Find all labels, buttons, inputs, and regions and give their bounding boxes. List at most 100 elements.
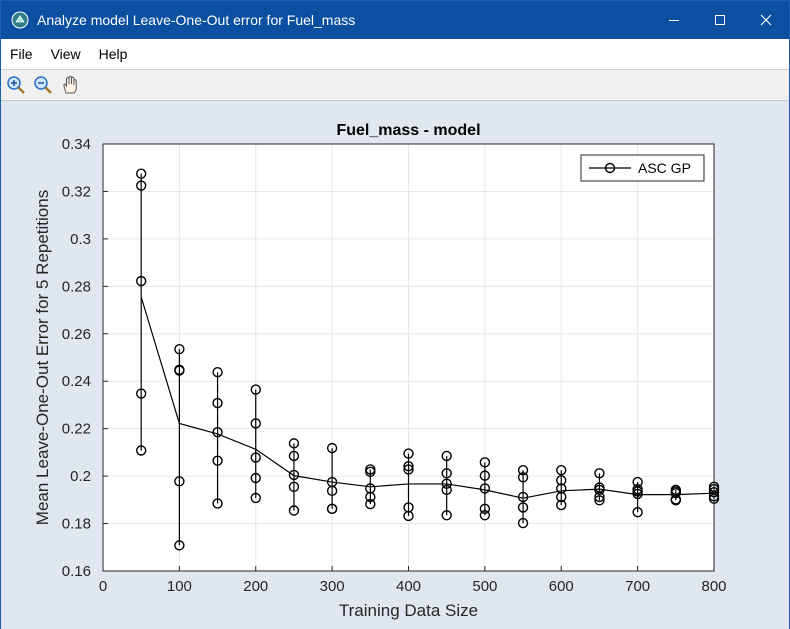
close-icon	[760, 14, 772, 26]
data-point-marker	[556, 464, 567, 476]
data-point-marker	[556, 499, 567, 511]
menu-view[interactable]: View	[50, 46, 81, 62]
x-tick-label: 100	[167, 578, 192, 595]
y-tick-label: 0.18	[62, 516, 91, 533]
data-point-marker	[441, 468, 452, 479]
data-point-marker	[135, 388, 147, 399]
data-point-marker	[135, 180, 147, 191]
data-point-marker	[288, 469, 300, 481]
x-tick-label: 500	[472, 578, 497, 595]
data-point-marker	[250, 384, 261, 395]
data-point-marker	[632, 506, 643, 518]
pan-button[interactable]	[58, 73, 82, 97]
zoom-in-icon	[7, 76, 25, 94]
data-point-marker	[365, 466, 376, 478]
y-tick-label: 0.34	[62, 136, 91, 153]
title-bar[interactable]: Analyze model Leave-One-Out error for Fu…	[1, 1, 789, 39]
y-tick-label: 0.2	[70, 468, 91, 485]
y-tick-label: 0.16	[62, 563, 91, 580]
data-point-marker	[517, 472, 529, 483]
data-point-marker	[403, 464, 414, 475]
data-point-marker	[556, 475, 567, 486]
zoom-in-button[interactable]	[4, 73, 28, 97]
data-point-marker	[403, 510, 414, 522]
y-tick-label: 0.28	[62, 278, 91, 295]
legend-entry-asc-gp: ASC GP	[638, 160, 691, 176]
x-tick-label: 0	[99, 578, 107, 595]
data-point-marker	[403, 460, 414, 472]
data-point-marker	[479, 503, 491, 515]
data-point-marker	[479, 457, 491, 468]
data-point-marker	[288, 505, 300, 516]
legend[interactable]: ASC GP	[580, 154, 705, 182]
data-point-marker	[135, 168, 147, 179]
data-point-marker	[441, 510, 452, 521]
data-point-marker	[556, 491, 567, 503]
menu-help[interactable]: Help	[98, 46, 128, 62]
y-tick-label: 0.32	[62, 183, 91, 200]
data-point-marker	[250, 472, 261, 484]
pan-hand-icon	[63, 75, 77, 94]
minimize-icon	[669, 20, 679, 21]
x-tick-label: 300	[320, 578, 345, 595]
data-point-marker	[212, 397, 223, 409]
zoom-out-button[interactable]	[31, 73, 55, 97]
data-point-marker	[135, 445, 147, 456]
data-point-marker	[288, 481, 300, 492]
data-point-marker	[250, 452, 261, 463]
data-point-marker	[212, 367, 223, 378]
data-point-marker	[441, 478, 452, 489]
menu-bar: File View Help	[1, 39, 789, 70]
data-point-marker	[594, 491, 605, 503]
data-point-marker	[326, 503, 338, 515]
data-point-marker	[212, 498, 223, 509]
data-point-marker	[365, 491, 376, 503]
data-point-marker	[670, 487, 682, 499]
minimize-button[interactable]	[651, 1, 697, 39]
data-point-marker	[174, 476, 185, 487]
data-point-marker	[174, 540, 185, 551]
window-title: Analyze model Leave-One-Out error for Fu…	[37, 12, 356, 28]
data-point-marker	[135, 275, 147, 287]
data-point-marker	[479, 470, 491, 481]
x-tick-label: 700	[625, 578, 650, 595]
loo-error-chart: 0 100 200 300 400 500 600 700 800 0.16 0.18 0.2 0.22…	[33, 122, 727, 620]
y-axis-label: Mean Leave-One-Out Error for 5 Repetitio…	[33, 190, 52, 525]
data-point-marker	[326, 485, 338, 497]
data-point-marker	[479, 483, 491, 494]
data-point-marker	[594, 484, 605, 496]
data-point-marker	[365, 498, 376, 510]
x-axis-label: Training Data Size	[339, 601, 478, 620]
data-point-marker	[479, 510, 491, 521]
data-point-marker	[517, 464, 529, 476]
data-point-marker	[594, 468, 605, 479]
data-point-marker	[326, 442, 338, 454]
data-point-marker	[250, 492, 261, 504]
zoom-out-icon	[34, 76, 52, 94]
y-tick-label: 0.24	[62, 373, 91, 390]
data-point-marker	[441, 450, 452, 462]
data-point-marker	[517, 517, 529, 529]
mean-line	[140, 296, 715, 499]
legend-marker	[604, 162, 616, 174]
data-point-marker	[288, 450, 300, 462]
data-point-marker	[288, 438, 300, 449]
menu-file[interactable]: File	[10, 46, 33, 62]
data-point-marker	[212, 455, 223, 466]
data-point-marker	[517, 502, 529, 513]
data-point-marker	[670, 495, 682, 506]
y-tick-label: 0.22	[62, 421, 91, 438]
series-layer	[135, 168, 720, 551]
data-point-marker	[174, 343, 185, 355]
x-tick-label: 400	[396, 578, 421, 595]
toolbar	[1, 70, 789, 101]
close-button[interactable]	[743, 1, 789, 39]
x-tick-label: 600	[549, 578, 574, 595]
data-point-marker	[594, 495, 605, 506]
data-point-marker	[250, 418, 261, 429]
chart-title: Fuel_mass - model	[336, 122, 480, 139]
app-icon	[11, 11, 29, 29]
maximize-button[interactable]	[697, 1, 743, 39]
data-point-marker	[632, 488, 643, 500]
